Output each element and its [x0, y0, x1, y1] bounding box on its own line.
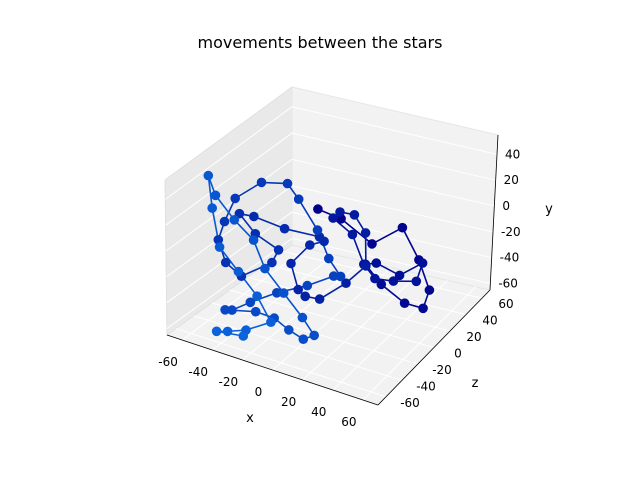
data-point	[389, 276, 399, 286]
x-tick-label: 60	[341, 415, 356, 429]
data-point	[215, 242, 225, 252]
chart-title: movements between the stars	[0, 33, 640, 52]
data-point	[286, 259, 296, 269]
data-point	[329, 271, 339, 281]
data-point	[280, 224, 290, 234]
y-tick-label: 40	[505, 147, 520, 161]
x-tick-label: -60	[158, 355, 178, 369]
x-tick-label: -20	[219, 375, 239, 389]
z-tick-label: -20	[432, 363, 452, 377]
y-tick-label: -40	[500, 251, 520, 265]
data-point	[309, 331, 319, 341]
data-point	[284, 325, 294, 335]
data-point	[212, 327, 222, 337]
data-point	[220, 305, 230, 315]
data-point	[300, 292, 310, 302]
data-point	[313, 204, 323, 214]
data-point	[313, 225, 323, 235]
data-point	[230, 194, 240, 204]
data-point	[361, 228, 371, 238]
data-point	[303, 281, 313, 291]
data-point	[239, 331, 249, 341]
x-tick-label: 40	[311, 405, 326, 419]
y-tick-label: 0	[502, 199, 510, 213]
y-axis-label: y	[545, 202, 553, 217]
data-point	[234, 267, 244, 277]
data-point	[370, 274, 380, 284]
z-tick-label: -40	[416, 379, 436, 393]
data-point	[279, 288, 289, 298]
data-point	[398, 223, 408, 233]
y-tick-label: -60	[498, 277, 518, 291]
data-point	[223, 327, 233, 337]
data-point	[230, 215, 240, 225]
data-point	[299, 334, 309, 344]
data-point	[425, 285, 435, 295]
y-tick-label: -20	[501, 225, 521, 239]
z-tick-label: 20	[466, 330, 481, 344]
data-point	[350, 210, 360, 220]
data-point	[249, 235, 259, 245]
data-point	[418, 258, 428, 268]
data-point	[252, 291, 262, 301]
x-tick-label: 20	[281, 395, 296, 409]
x-axis-label: x	[246, 411, 254, 426]
data-point	[315, 294, 325, 304]
x-tick-label: -40	[188, 365, 208, 379]
data-point	[412, 277, 422, 287]
data-point	[361, 261, 371, 271]
z-tick-label: 60	[498, 297, 513, 311]
data-point	[249, 212, 259, 222]
data-point	[266, 317, 276, 327]
data-point	[305, 240, 315, 250]
data-point	[220, 217, 230, 227]
z-tick-label: 40	[482, 314, 497, 328]
data-point	[335, 207, 345, 217]
data-point	[400, 298, 410, 308]
z-tick-label: 0	[454, 347, 462, 361]
data-point	[221, 258, 231, 268]
z-tick-label: -60	[400, 396, 420, 410]
y-tick-label: 20	[504, 173, 519, 187]
data-point	[298, 313, 308, 323]
data-point	[324, 254, 334, 264]
data-point	[274, 245, 284, 255]
data-point	[260, 264, 270, 274]
data-point	[367, 239, 377, 249]
data-point	[257, 178, 267, 188]
data-point	[251, 307, 261, 317]
data-point	[348, 230, 358, 240]
data-point	[204, 171, 214, 181]
data-point	[293, 285, 303, 295]
data-point	[283, 179, 293, 189]
x-tick-label: 0	[255, 385, 263, 399]
data-point	[294, 194, 304, 204]
z-axis-label: z	[472, 376, 479, 391]
data-point	[207, 203, 217, 213]
data-point	[372, 258, 382, 268]
data-point	[211, 191, 221, 201]
data-point	[418, 304, 428, 314]
